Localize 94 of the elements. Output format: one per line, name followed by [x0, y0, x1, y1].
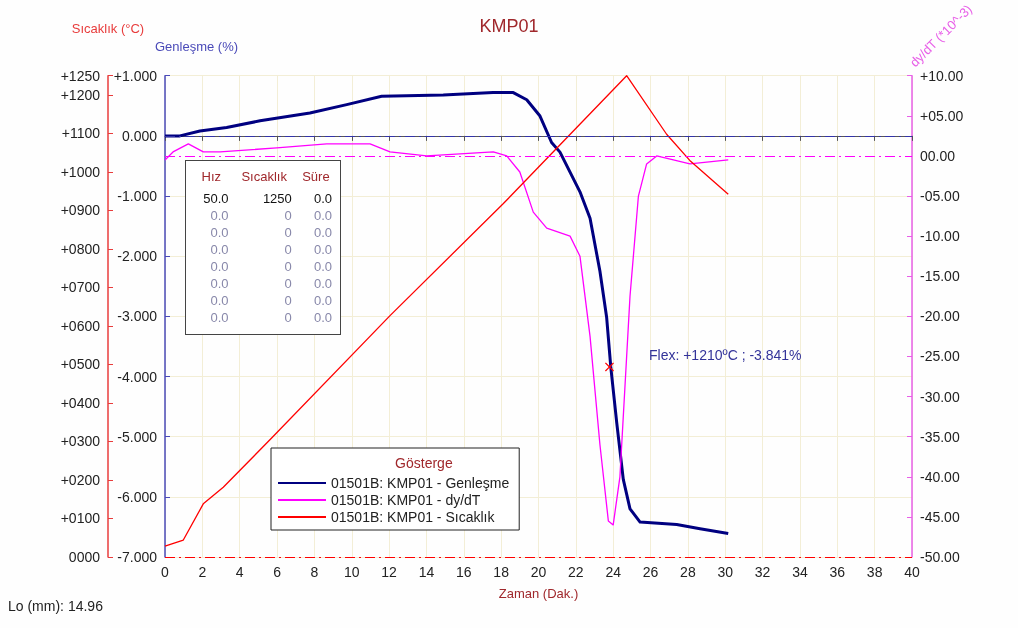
- y-tick-label: -5.000: [117, 428, 158, 445]
- annotation: 0.0: [312, 207, 333, 224]
- x-tick-label: 30: [717, 564, 734, 580]
- x-tick-label: 12: [381, 564, 398, 580]
- annotation: 0: [283, 292, 293, 309]
- annotation: 0.0: [312, 190, 333, 207]
- x-axis-title: Zaman (Dak.): [498, 586, 579, 601]
- annotation: 0.0: [312, 275, 333, 292]
- annotation: Flex: +1210ºC ; -3.841%: [648, 346, 802, 363]
- y3-tick-label: 0000: [68, 549, 101, 565]
- x-tick-label: 6: [273, 564, 282, 580]
- annotation: 0.0: [209, 275, 230, 292]
- annotation: 0: [283, 224, 293, 241]
- y2-tick-label: -30.00: [920, 388, 960, 405]
- x-tick-label: 14: [418, 564, 435, 580]
- y2-tick-label: +10.00: [920, 67, 964, 84]
- annotation: Sıcaklık: [240, 169, 288, 186]
- x-tick-label: 8: [310, 564, 319, 580]
- y2-tick-label: -20.00: [920, 308, 960, 325]
- y2-tick-label: -25.00: [920, 348, 960, 365]
- y-axis-title: Genleşme (%): [155, 38, 239, 54]
- annotation: 0.0: [312, 241, 333, 258]
- y2-tick-label: -45.00: [920, 508, 960, 525]
- x-tick-label: 18: [493, 564, 510, 580]
- y-tick-label: -7.000: [117, 549, 158, 565]
- x-tick-label: 2: [198, 564, 207, 580]
- annotation: 50.0: [202, 190, 230, 207]
- text: Lo (mm): 14.96: [8, 598, 103, 614]
- y-tick-label: +1.000: [113, 67, 158, 84]
- y3-tick-label: +1100: [61, 125, 101, 142]
- y2-tick-label: -15.00: [920, 268, 960, 285]
- x-tick-label: 32: [754, 564, 771, 580]
- y3-tick-label: +0200: [60, 472, 101, 488]
- x-tick-label: 28: [680, 564, 696, 580]
- annotation: 0.0: [209, 224, 230, 241]
- annotation: 0.0: [209, 241, 230, 258]
- annotation: 0.0: [209, 258, 230, 275]
- annotation: Süre: [301, 169, 331, 186]
- y2-tick-label: 00.00: [920, 147, 956, 164]
- y2-tick-label: +05.00: [920, 107, 964, 124]
- x-tick-label: 34: [792, 564, 808, 580]
- annotation: 1250: [261, 190, 293, 207]
- legend-label: 01501B: KMP01 - dy/dT: [331, 492, 481, 508]
- x-tick-label: 0: [161, 564, 170, 580]
- y3-tick-label: +0800: [60, 240, 101, 257]
- annotation: 0.0: [312, 292, 333, 309]
- x-tick-label: 40: [904, 564, 920, 580]
- y2-tick-label: -10.00: [920, 228, 960, 245]
- y-tick-label: -1.000: [117, 188, 158, 205]
- annotation: 0: [283, 207, 293, 224]
- x-tick-label: 16: [456, 564, 472, 580]
- x-tick-label: 20: [530, 564, 547, 580]
- y3-tick-label: +0500: [60, 356, 101, 373]
- y3-axis-title: Sıcaklık (°C): [71, 20, 145, 36]
- x-tick-label: 22: [568, 564, 584, 580]
- y3-tick-label: +0700: [60, 279, 101, 296]
- y-tick-label: -3.000: [117, 308, 158, 325]
- annotation: 0.0: [312, 258, 333, 275]
- y3-tick-label: +0100: [60, 510, 101, 527]
- y3-tick-label: +1200: [60, 86, 101, 103]
- y2-tick-label: -40.00: [920, 468, 960, 485]
- y3-tick-label: +0900: [60, 202, 101, 219]
- annotation: 0: [283, 309, 293, 326]
- x-tick-label: 24: [605, 564, 622, 580]
- y2-tick-label: -05.00: [920, 188, 960, 205]
- annotation: 0.0: [312, 309, 333, 326]
- legend-label: 01501B: KMP01 - Genleşme: [331, 475, 510, 491]
- x-tick-label: 36: [829, 564, 846, 580]
- y-tick-label: 0.000: [121, 127, 158, 144]
- annotation: 0: [283, 275, 293, 292]
- x-tick-label: 38: [866, 564, 883, 580]
- annotation: 0.0: [209, 292, 230, 309]
- annotation: 0.0: [312, 224, 333, 241]
- y2-tick-label: -50.00: [920, 549, 960, 565]
- legend-title: Gösterge: [395, 454, 453, 471]
- y-tick-label: -4.000: [117, 368, 158, 385]
- chart-title: KMP01: [479, 16, 539, 36]
- legend-label: 01501B: KMP01 - Sıcaklık: [331, 509, 496, 525]
- y3-tick-label: +1250: [60, 67, 101, 84]
- y3-tick-label: +0400: [60, 394, 101, 411]
- y2-tick-label: -35.00: [920, 428, 960, 445]
- y3-tick-label: +1000: [60, 163, 101, 180]
- y3-tick-label: +0300: [60, 433, 101, 450]
- x-tick-label: 10: [343, 564, 360, 580]
- annotation: 0: [283, 241, 293, 258]
- y-tick-label: -6.000: [117, 488, 158, 505]
- annotation: 0: [283, 258, 293, 275]
- x-tick-label: 4: [235, 564, 244, 580]
- y-tick-label: -2.000: [117, 248, 158, 265]
- annotation: 0.0: [209, 207, 230, 224]
- y3-tick-label: +0600: [60, 317, 101, 334]
- annotation: Hız: [200, 169, 222, 186]
- x-tick-label: 26: [642, 564, 659, 580]
- annotation: 0.0: [209, 309, 230, 326]
